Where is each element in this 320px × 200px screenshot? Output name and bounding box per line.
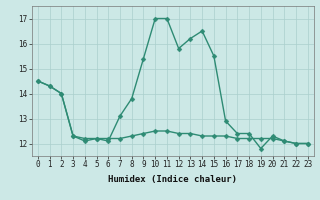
X-axis label: Humidex (Indice chaleur): Humidex (Indice chaleur) (108, 175, 237, 184)
